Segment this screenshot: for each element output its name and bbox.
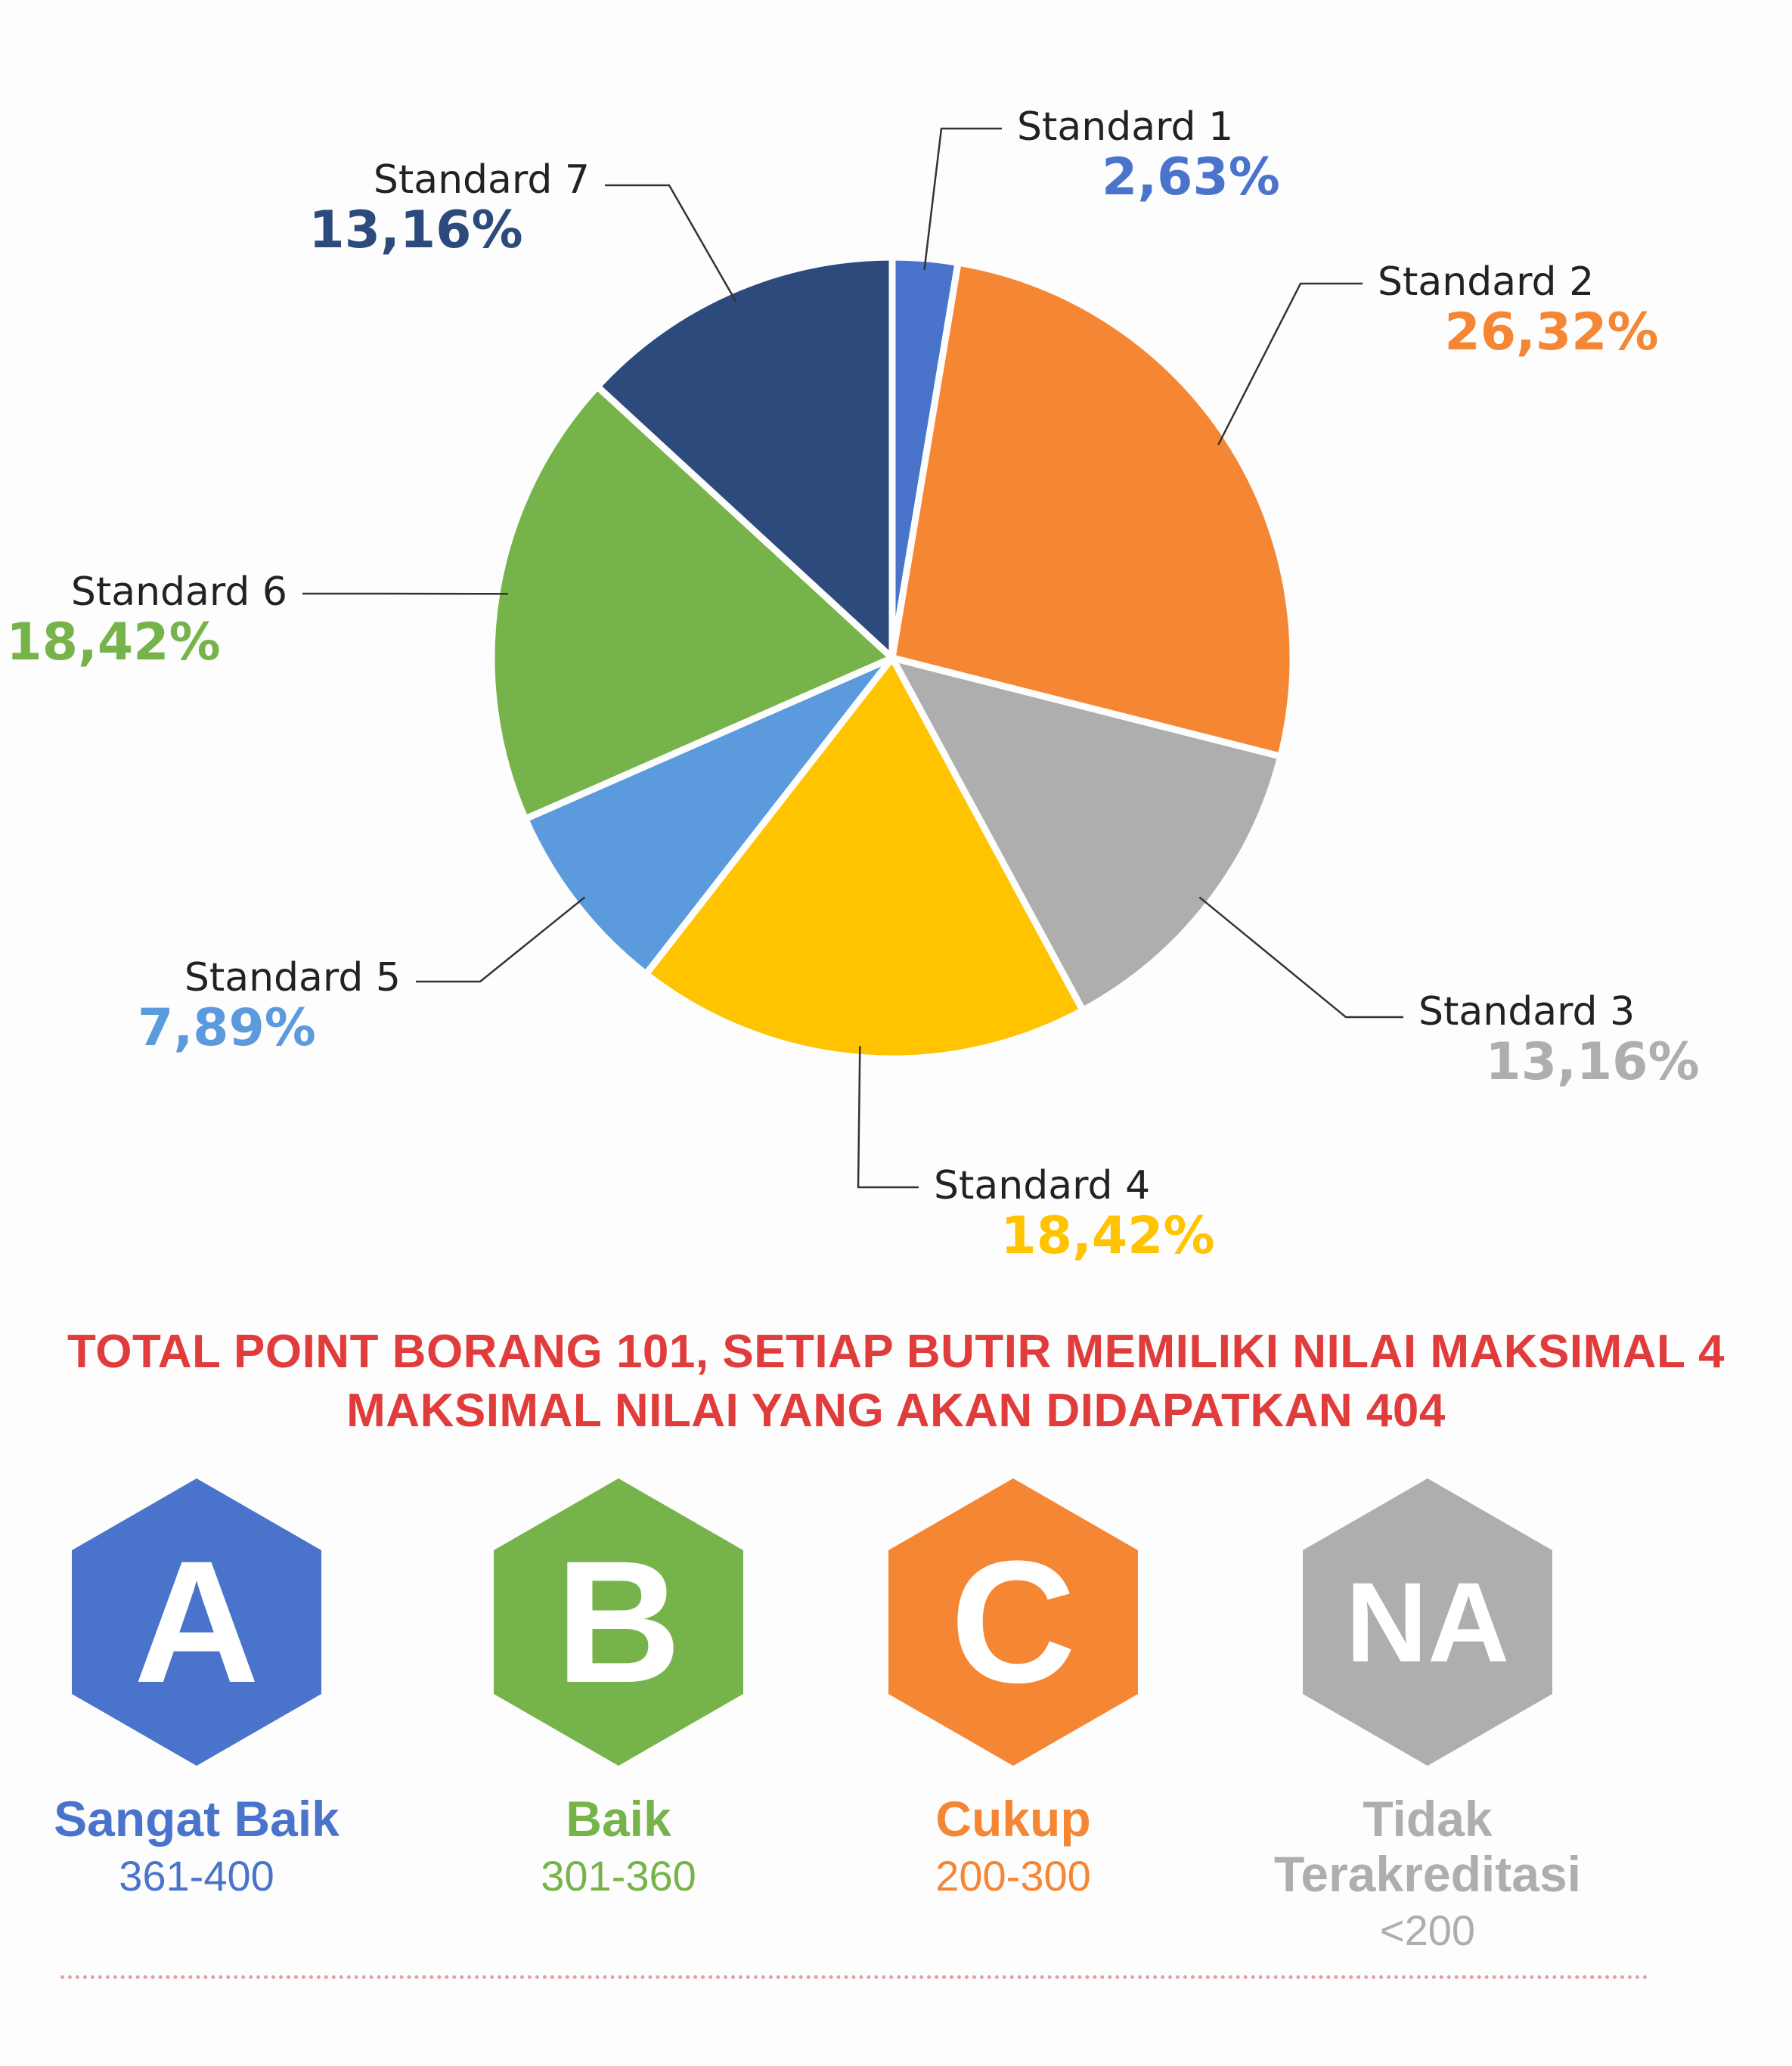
grade-c: C Cukup 200-300: [801, 1478, 1225, 1899]
dotted-divider: [60, 1975, 1648, 1979]
grade-letter: NA: [1345, 1559, 1510, 1686]
slice-name-label: Standard 5: [184, 955, 401, 1000]
leader-line: [605, 184, 737, 302]
pie-chart: Standard 12,63% Standard 226,32% Standard …: [6, 104, 1699, 1266]
grade-b: B Baik 301-360: [407, 1478, 830, 1899]
grade-a: A Sangat Baik 361-400: [0, 1478, 408, 1899]
grade-range: 301-360: [541, 1851, 696, 1900]
grade-title: Baik: [566, 1791, 671, 1847]
slice-name-label: Standard 7: [374, 157, 590, 203]
grade-range: 200-300: [935, 1851, 1091, 1900]
slice-percent-label: 18,42%: [1000, 1206, 1214, 1266]
hexagon-b-icon: [494, 1478, 743, 1766]
hexagon-a-icon: [72, 1478, 321, 1766]
pie-slice: [594, 253, 896, 662]
slice-name-label: Standard 6: [71, 569, 287, 615]
slice-percent-label: 2,63%: [1102, 147, 1280, 207]
pie-slice: [888, 259, 1297, 760]
grade-na: NA Tidak Terakreditasi <200: [1216, 1478, 1639, 1954]
grade-title: Cukup: [935, 1791, 1091, 1847]
leader-line: [923, 127, 1002, 270]
grade-letter: A: [133, 1525, 260, 1719]
slice-percent-label: 26,32%: [1444, 302, 1658, 362]
slice-percent-label: 18,42%: [6, 613, 220, 672]
grade-letter: C: [950, 1525, 1077, 1719]
slice-name-label: Standard 3: [1418, 989, 1635, 1035]
grade-letter: B: [555, 1525, 682, 1719]
slice-name-label: Standard 4: [934, 1163, 1150, 1208]
leader-line: [1217, 282, 1363, 445]
hexagon-c-icon: [888, 1478, 1138, 1766]
leader-line: [1198, 896, 1403, 1019]
leader-line: [857, 1046, 919, 1189]
slice-percent-label: 13,16%: [1485, 1032, 1699, 1092]
slice-name-label: Standard 1: [1017, 104, 1233, 150]
slice-percent-label: 13,16%: [308, 200, 522, 260]
headline-line-1: TOTAL POINT BORANG 101, SETIAP BUTIR MEM…: [67, 1326, 1725, 1378]
grade-title: Sangat Baik: [54, 1791, 339, 1847]
leader-line: [416, 896, 586, 983]
slice-name-label: Standard 2: [1378, 259, 1594, 305]
grade-range: <200: [1379, 1906, 1476, 1955]
hexagon-na-icon: [1303, 1478, 1552, 1766]
grade-title: Tidak Terakreditasi: [1274, 1791, 1581, 1902]
headline-line-2: MAKSIMAL NILAI YANG AKAN DIDAPATKAN 404: [346, 1385, 1446, 1437]
grade-range: 361-400: [119, 1851, 274, 1900]
pie-slice: [488, 383, 896, 823]
slice-percent-label: 7,89%: [138, 998, 316, 1058]
